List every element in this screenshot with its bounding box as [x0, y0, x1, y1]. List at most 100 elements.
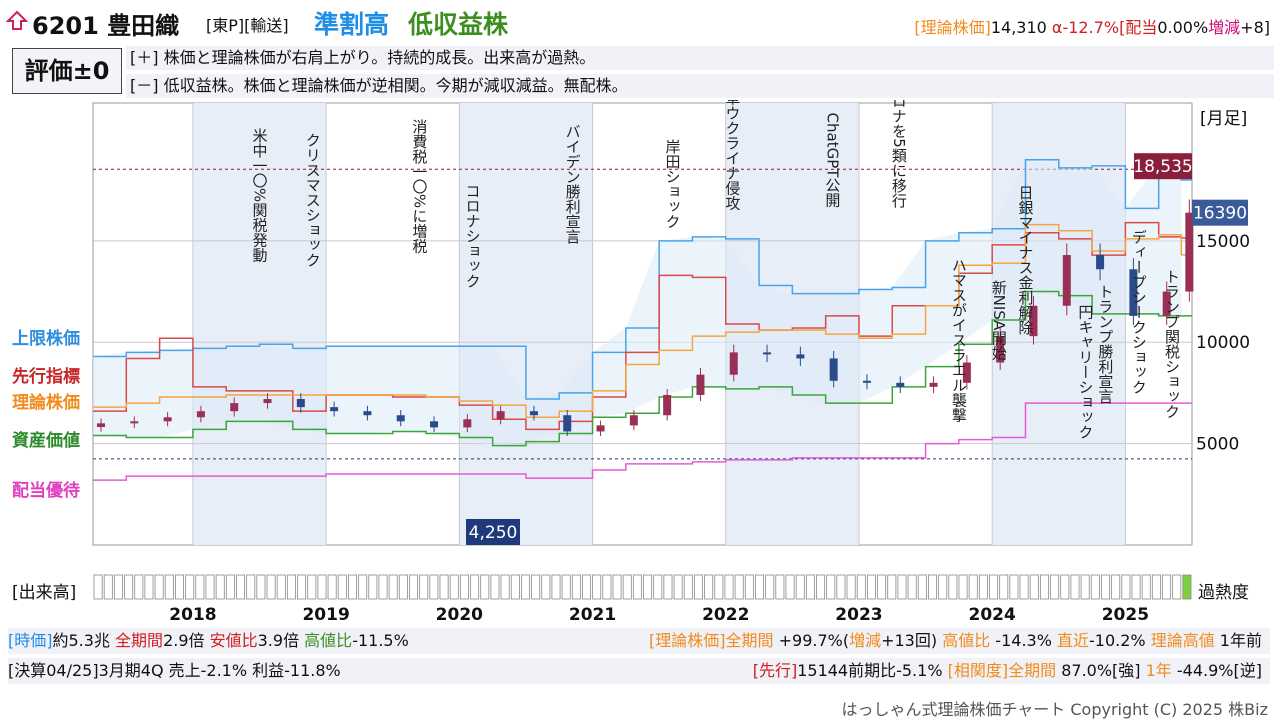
candle-body	[230, 403, 239, 412]
candle-body	[363, 411, 372, 416]
volume-cell	[948, 574, 958, 600]
volume-cell	[195, 574, 205, 600]
candle-body	[796, 354, 805, 359]
one-year-value: -44.9%[逆]	[1171, 661, 1262, 680]
volume-cell	[612, 574, 622, 600]
candle-body	[163, 417, 172, 422]
last-price-label: 16390	[1193, 204, 1247, 224]
volume-cell	[1111, 574, 1121, 600]
volume-cell	[989, 574, 999, 600]
candle-body	[396, 415, 405, 422]
candle-body	[663, 394, 672, 416]
event-annotation: 新NISA開始	[990, 280, 1008, 361]
change-label: 増減	[1208, 18, 1241, 37]
volume-cell	[1039, 574, 1049, 600]
earnings-summary: [決算04/25]3月期4Q 売上-2.1% 利益-11.8%	[8, 661, 341, 680]
volume-cell	[866, 574, 876, 600]
candle-body	[729, 352, 738, 375]
high-price-label: 18,535	[1133, 157, 1192, 177]
volume-cell	[561, 574, 571, 600]
candle-body	[1062, 255, 1071, 306]
x-tick-label: 2018	[169, 605, 216, 625]
volume-cell	[785, 574, 795, 600]
event-annotation: クリスマスショック	[304, 133, 322, 268]
event-annotation: コロナショック	[464, 184, 482, 289]
candle-body	[1162, 291, 1171, 316]
volume-cell	[500, 574, 510, 600]
volume-cell	[236, 574, 246, 600]
volume-cell	[134, 574, 144, 600]
volume-cell	[704, 574, 714, 600]
candle-body	[629, 415, 638, 426]
volume-cell	[928, 574, 938, 600]
candle-body	[1029, 305, 1038, 337]
volume-cell	[1141, 574, 1151, 600]
event-annotation: ハマスがイスラエル襲撃	[950, 258, 968, 423]
volume-cell	[225, 574, 235, 600]
volume-cell	[358, 574, 368, 600]
header: 6201 豊田織 [東P][輸送] 準割高 低収益株 [理論株価]14,310 …	[0, 0, 1280, 42]
volume-cell	[795, 574, 805, 600]
volume-cell	[103, 574, 113, 600]
candle-body	[196, 411, 205, 418]
volume-cell	[531, 574, 541, 600]
volume-cell	[734, 574, 744, 600]
candle-body	[596, 425, 605, 432]
volume-cell	[347, 574, 357, 600]
volume-cell	[113, 574, 123, 600]
volume-cell	[1050, 574, 1060, 600]
volume-cell	[327, 574, 337, 600]
candle-body	[97, 423, 105, 427]
candle-body	[962, 362, 971, 383]
volume-cell	[317, 574, 327, 600]
volume-cell	[307, 574, 317, 600]
volume-cell	[297, 574, 307, 600]
y-tick-label: 5000	[1196, 435, 1239, 455]
event-annotation: 岸田ショック	[663, 139, 681, 229]
high-ratio-value: -11.5%	[352, 631, 409, 650]
volume-cell	[683, 574, 693, 600]
volume-cell	[643, 574, 653, 600]
volume-cell	[164, 574, 174, 600]
volume-cell	[724, 574, 734, 600]
value-band-fill	[93, 159, 1182, 446]
copyright: はっしゃん式理論株価チャート Copyright (C) 2025 株Biz	[841, 700, 1268, 719]
theory-peak-label: 理論高値	[1150, 631, 1215, 650]
series-line-2	[93, 223, 1192, 419]
candle-body	[529, 411, 538, 416]
all-period-value: 2.9倍	[163, 631, 210, 650]
year-band	[459, 103, 593, 545]
up-arrow-icon	[6, 10, 28, 30]
dividend-label: [配当	[1119, 18, 1158, 37]
volume-cell	[1151, 574, 1161, 600]
low-price-label: 4,250	[469, 523, 518, 543]
volume-cell	[663, 574, 673, 600]
volume-cell	[582, 574, 592, 600]
volume-cell	[826, 574, 836, 600]
candle-body	[929, 382, 938, 387]
market-tag: [東P][輸送]	[206, 16, 289, 35]
volume-cell	[439, 574, 449, 600]
x-tick-label: 2021	[569, 605, 616, 625]
legend-dividend: 配当優待	[12, 481, 80, 501]
legend-upper: 上限株価	[12, 329, 80, 349]
volume-cell	[653, 574, 663, 600]
event-annotation: トランプ勝利宣言	[1096, 284, 1114, 404]
volume-cell	[1131, 574, 1141, 600]
y-tick-label: 15000	[1196, 232, 1250, 252]
series-line-1	[93, 221, 1192, 431]
event-annotation: 米中一〇%関税発動	[251, 128, 269, 263]
volume-cell	[571, 574, 581, 600]
volume-cell	[765, 574, 775, 600]
volume-cell	[1070, 574, 1080, 600]
volume-cell	[1101, 574, 1110, 600]
volume-cell	[205, 574, 215, 600]
minus-comment: [－] 低収益株。株価と理論株価が逆相関。今期が減収減益。無配株。	[126, 74, 1274, 98]
volume-cell	[917, 574, 927, 600]
candle-body	[130, 421, 139, 424]
event-annotation: 新型コロナを5類に移行	[890, 100, 908, 209]
volume-cell	[1182, 574, 1192, 600]
volume-cell	[337, 574, 347, 600]
theory-high-value: -14.3%	[990, 631, 1057, 650]
series-line-0	[93, 159, 1192, 400]
